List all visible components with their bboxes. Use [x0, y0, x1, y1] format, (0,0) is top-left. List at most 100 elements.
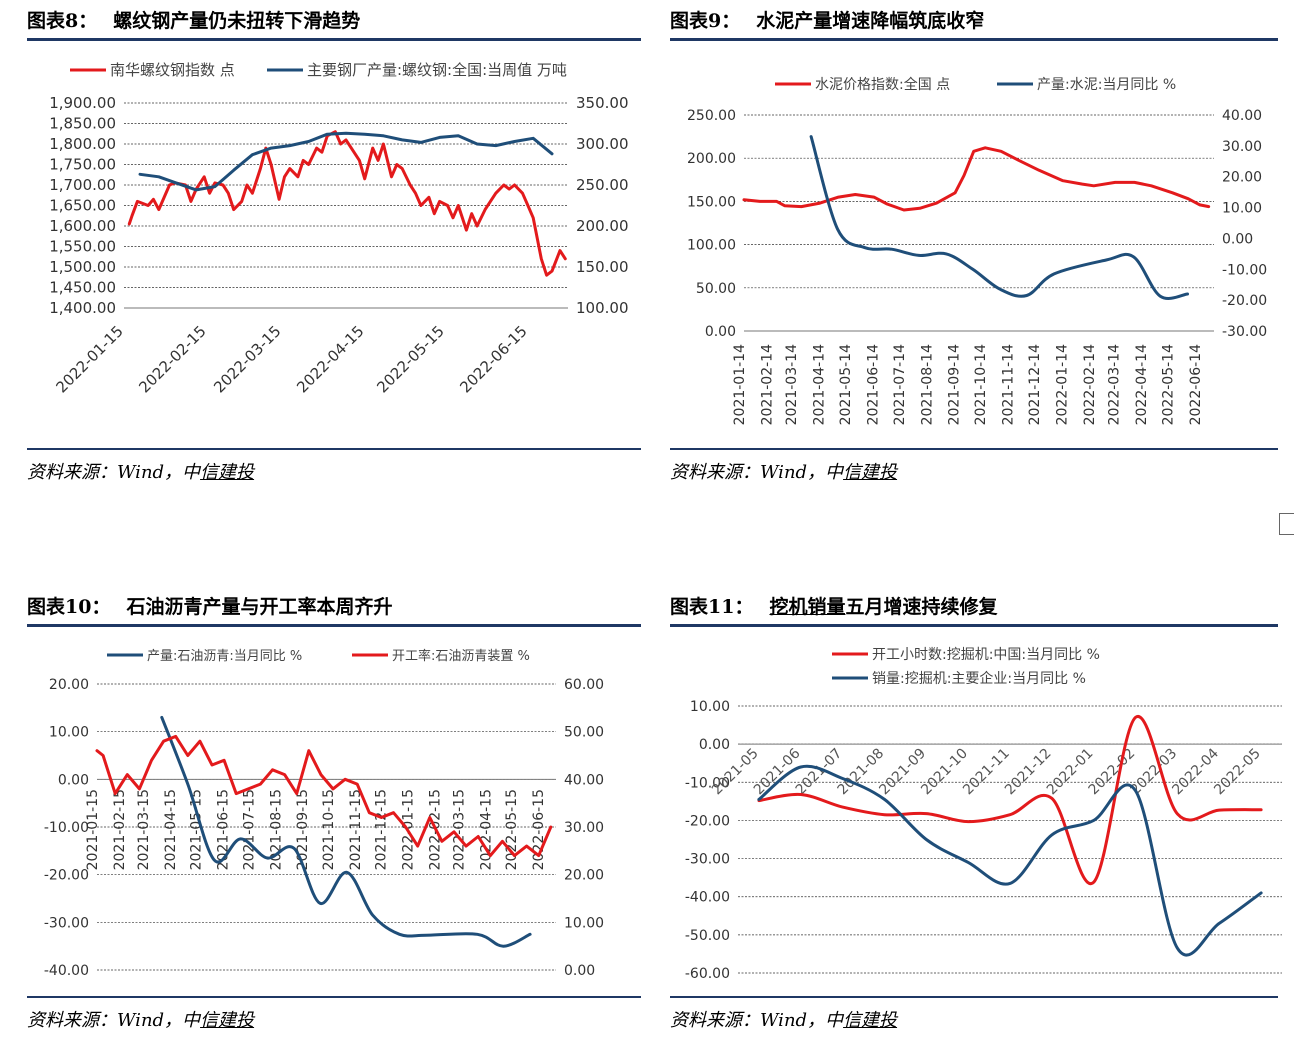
chart-excavator: -60.00 -50.00 -40.00 -30.00 -20.00 -10.00 0.00… [685, 647, 1282, 982]
y-right-tick-label: 20.00 [1222, 170, 1262, 186]
series-line [809, 135, 1189, 300]
figure-label: 图表11： [670, 596, 754, 618]
y-right-tick-label: 60.00 [564, 677, 604, 693]
x-tick-label: 2021-09-15 [295, 789, 311, 870]
y-left-tick-label: 100.00 [687, 238, 736, 254]
figure-title: 图表11： 挖机销量五月增速持续修复 [670, 592, 997, 619]
legend-label: 开工小时数:挖掘机:中国:当月同比 % [872, 647, 1100, 663]
source-link[interactable]: 信建投 [200, 462, 255, 483]
x-tick-label: 2022-05-14 [1160, 344, 1176, 425]
series-line [127, 130, 567, 277]
y-left-tick-label: 1,650.00 [49, 197, 116, 215]
series-line [742, 146, 1211, 212]
y-left-tick-label: 200.00 [687, 151, 736, 167]
y-left-tick-label: 1,850.00 [49, 115, 116, 133]
source-text: 资料来源：Wind，中 [670, 462, 844, 483]
y-left-tick-label: -10.00 [44, 820, 89, 836]
y-right-tick-label: 20.00 [564, 868, 604, 884]
x-tick-label: 2021-07-15 [241, 789, 257, 870]
figure-label: 图表10： [27, 596, 111, 618]
page-edge-marker [1279, 513, 1294, 535]
x-tick-label: 2021-05-15 [189, 789, 205, 870]
x-tick-label: 2022-02-14 [1082, 344, 1098, 425]
y-right-tick-label: 50.00 [564, 725, 604, 741]
source-text: 资料来源：Wind，中 [27, 462, 201, 483]
x-tick-label: 2021-08-14 [919, 344, 935, 425]
y-left-tick-label: 0.00 [699, 737, 730, 753]
x-tick-label: 2022-05 [1211, 746, 1264, 799]
legend-label: 开工率:石油沥青装置 % [392, 648, 530, 664]
x-tick-label: 2021-06-14 [865, 344, 881, 425]
figure-title-text: 五月增速持续修复 [845, 596, 998, 618]
x-tick-label: 2021-11-14 [1001, 344, 1017, 425]
y-right-tick-label: -30.00 [1222, 324, 1267, 340]
x-tick-label: 2022-04-15 [478, 789, 494, 870]
y-right-tick-label: 0.00 [564, 963, 595, 979]
y-left-tick-label: 50.00 [696, 281, 736, 297]
y-left-tick-label: 1,800.00 [49, 135, 116, 153]
figure-title-underlined: 挖机销量 [769, 596, 846, 618]
y-left-tick-label: 250.00 [687, 108, 736, 124]
x-tick-label: 2022-05-15 [373, 322, 447, 396]
x-tick-label: 2022-06-14 [1188, 344, 1204, 425]
y-right-tick-label: 200.00 [576, 217, 629, 235]
source-rule [27, 448, 641, 450]
x-tick-label: 2022-02-15 [135, 322, 209, 396]
y-left-tick-label: 10.00 [49, 725, 89, 741]
x-tick-label: 2021-06-15 [216, 789, 232, 870]
source-link[interactable]: 信建投 [843, 1010, 898, 1031]
series-line [160, 715, 532, 948]
x-tick-label: 2022-01-15 [52, 322, 126, 396]
y-left-tick-label: -10.00 [685, 775, 730, 791]
figure-title: 图表8： 螺纹钢产量仍未扭转下滑趋势 [27, 6, 360, 33]
y-right-tick-label: 0.00 [1222, 231, 1253, 247]
y-left-tick-label: 10.00 [690, 699, 730, 715]
source-note: 资料来源：Wind，中信建投 [670, 1006, 897, 1032]
x-tick-label: 2021-10-15 [321, 789, 337, 870]
y-left-tick-label: 0.00 [58, 772, 89, 788]
title-rule [27, 38, 641, 41]
y-left-tick-label: -30.00 [44, 915, 89, 931]
y-right-tick-label: -20.00 [1222, 293, 1267, 309]
source-link[interactable]: 信建投 [843, 462, 898, 483]
x-tick-label: 2022-06-15 [456, 322, 530, 396]
y-left-tick-label: 1,450.00 [49, 279, 116, 297]
x-tick-label: 2021-11-15 [348, 789, 364, 870]
x-tick-label: 2021-01-15 [85, 789, 101, 870]
x-tick-label: 2021-07-14 [892, 344, 908, 425]
legend-label: 南华螺纹钢指数 点 [110, 61, 235, 79]
figure-panel: 图表9： 水泥产量增速降幅筑底收窄 0.00 50.00 100.00 150.00 20… [670, 6, 1278, 496]
y-right-tick-label: 40.00 [1222, 108, 1262, 124]
legend-label: 产量:石油沥青:当月同比 % [147, 649, 302, 664]
x-tick-label: 2021-02-14 [759, 344, 775, 425]
x-tick-label: 2021-01-14 [732, 344, 748, 425]
y-left-tick-label: -20.00 [685, 813, 730, 829]
legend-label: 主要钢厂产量:螺纹钢:全国:当周值 万吨 [307, 61, 567, 79]
y-right-tick-label: 350.00 [576, 94, 629, 112]
x-tick-label: 2021-03-14 [784, 344, 800, 425]
y-left-tick-label: 1,500.00 [49, 258, 116, 276]
figure-panel: 图表8： 螺纹钢产量仍未扭转下滑趋势 1,400.00 1,450.00 1,500.… [27, 6, 641, 496]
series-line [757, 715, 1263, 886]
source-note: 资料来源：Wind，中信建投 [670, 458, 897, 484]
title-rule [670, 624, 1278, 627]
x-tick-label: 2021-10-14 [973, 344, 989, 425]
series-line [138, 131, 554, 192]
y-left-tick-label: 1,750.00 [49, 156, 116, 174]
x-tick-label: 2022-03-15 [452, 789, 468, 870]
x-tick-label: 2022-03-14 [1107, 344, 1123, 425]
x-tick-label: 2022-04-15 [293, 322, 367, 396]
series-line [95, 734, 553, 858]
title-rule [27, 624, 641, 627]
x-tick-label: 2021-12-15 [374, 789, 390, 870]
source-link[interactable]: 信建投 [200, 1010, 255, 1031]
legend-label: 销量:挖掘机:主要企业:当月同比 % [872, 670, 1086, 687]
figure-label: 图表8： [27, 10, 98, 32]
figure-title-text: 螺纹钢产量仍未扭转下滑趋势 [113, 10, 361, 32]
figure-title-text: 石油沥青产量与开工率本周齐升 [126, 596, 393, 618]
source-text: 资料来源：Wind，中 [670, 1010, 844, 1031]
figure-title: 图表10： 石油沥青产量与开工率本周齐升 [27, 592, 392, 619]
y-right-tick-label: 10.00 [1222, 201, 1262, 217]
x-tick-label: 2021-05-14 [838, 344, 854, 425]
y-left-tick-label: -60.00 [685, 966, 730, 982]
